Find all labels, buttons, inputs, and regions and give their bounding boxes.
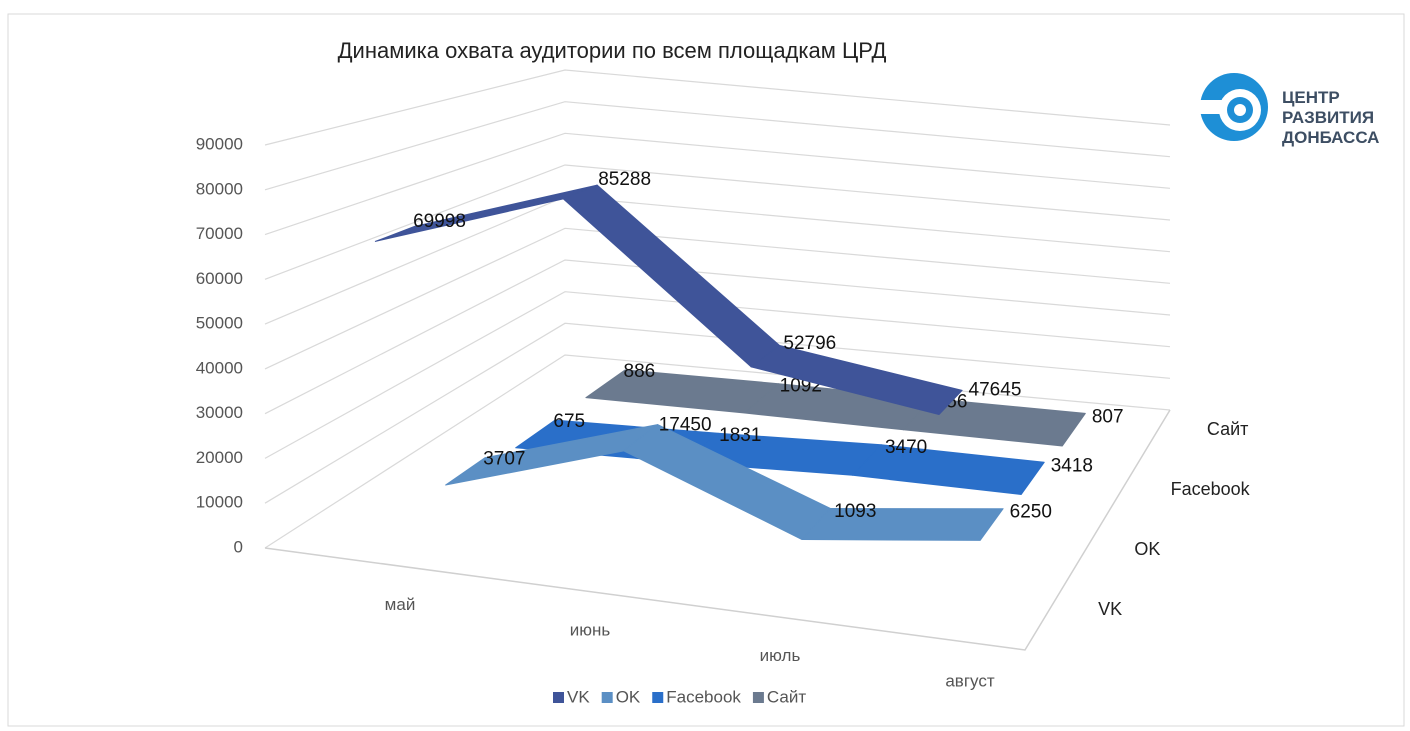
grid-line bbox=[264, 354, 1171, 549]
value-label: 69998 bbox=[413, 211, 466, 232]
legend-label: Сайт bbox=[767, 687, 806, 706]
value-label: 1831 bbox=[719, 425, 761, 446]
y-tick-label: 10000 bbox=[196, 493, 243, 512]
value-label: 17450 bbox=[659, 415, 712, 436]
value-label: 886 bbox=[624, 361, 656, 382]
logo-text: ЦЕНТР bbox=[1282, 88, 1340, 107]
y-tick-label: 0 bbox=[234, 537, 243, 556]
x-tick-label: май bbox=[385, 595, 416, 614]
y-tick-label: 40000 bbox=[196, 358, 243, 377]
x-tick-label: июль bbox=[760, 646, 801, 665]
value-label: 675 bbox=[553, 411, 585, 432]
legend-label: Facebook bbox=[666, 687, 741, 706]
x-tick-label: август bbox=[945, 672, 994, 691]
legend-swatch bbox=[652, 692, 664, 703]
value-label: 807 bbox=[1092, 407, 1124, 428]
value-label: 6250 bbox=[1010, 502, 1052, 523]
ribbon-segment bbox=[750, 345, 963, 415]
value-label: 3470 bbox=[885, 437, 927, 458]
logo: ЦЕНТР РАЗВИТИЯ ДОНБАССА bbox=[1200, 73, 1379, 147]
grid-line bbox=[264, 291, 1171, 459]
grid-line bbox=[264, 227, 1171, 370]
grid-line bbox=[264, 164, 1171, 280]
logo-text: ДОНБАССА bbox=[1282, 128, 1379, 147]
grid-line bbox=[264, 69, 1171, 146]
y-tick-label: 60000 bbox=[196, 269, 243, 288]
logo-gap bbox=[1200, 100, 1222, 114]
legend-label: VK bbox=[567, 687, 590, 706]
ribbon-segment bbox=[852, 444, 1045, 495]
depth-label: Сайт bbox=[1207, 419, 1249, 439]
value-label: 47645 bbox=[969, 379, 1022, 400]
y-tick-label: 80000 bbox=[196, 179, 243, 198]
depth-label: Facebook bbox=[1171, 479, 1251, 499]
logo-dot bbox=[1234, 104, 1246, 116]
legend-swatch bbox=[601, 692, 613, 703]
grid-line bbox=[264, 322, 1171, 504]
value-label: 85288 bbox=[598, 169, 651, 190]
legend-swatch bbox=[553, 692, 564, 703]
ribbon-segment bbox=[801, 508, 1004, 541]
legend-label: OK bbox=[616, 687, 641, 706]
y-tick-label: 20000 bbox=[196, 448, 243, 467]
grid-line bbox=[264, 259, 1171, 415]
y-tick-label: 90000 bbox=[196, 134, 243, 153]
value-label: 52796 bbox=[783, 333, 836, 354]
y-tick-label: 50000 bbox=[196, 314, 243, 333]
value-label: 3707 bbox=[483, 448, 525, 469]
chart-title: Динамика охвата аудитории по всем площад… bbox=[338, 38, 887, 63]
floor-edge bbox=[264, 409, 1171, 651]
x-tick-label: июнь bbox=[570, 621, 611, 640]
grid-line bbox=[264, 132, 1171, 236]
depth-label: VK bbox=[1098, 599, 1122, 619]
depth-label: OK bbox=[1134, 539, 1160, 559]
logo-text: РАЗВИТИЯ bbox=[1282, 108, 1374, 127]
grid-line bbox=[264, 101, 1171, 191]
value-label: 1093 bbox=[834, 501, 876, 522]
y-tick-label: 30000 bbox=[196, 403, 243, 422]
value-label: 3418 bbox=[1051, 455, 1093, 476]
legend-swatch bbox=[752, 692, 764, 703]
y-tick-label: 70000 bbox=[196, 224, 243, 243]
